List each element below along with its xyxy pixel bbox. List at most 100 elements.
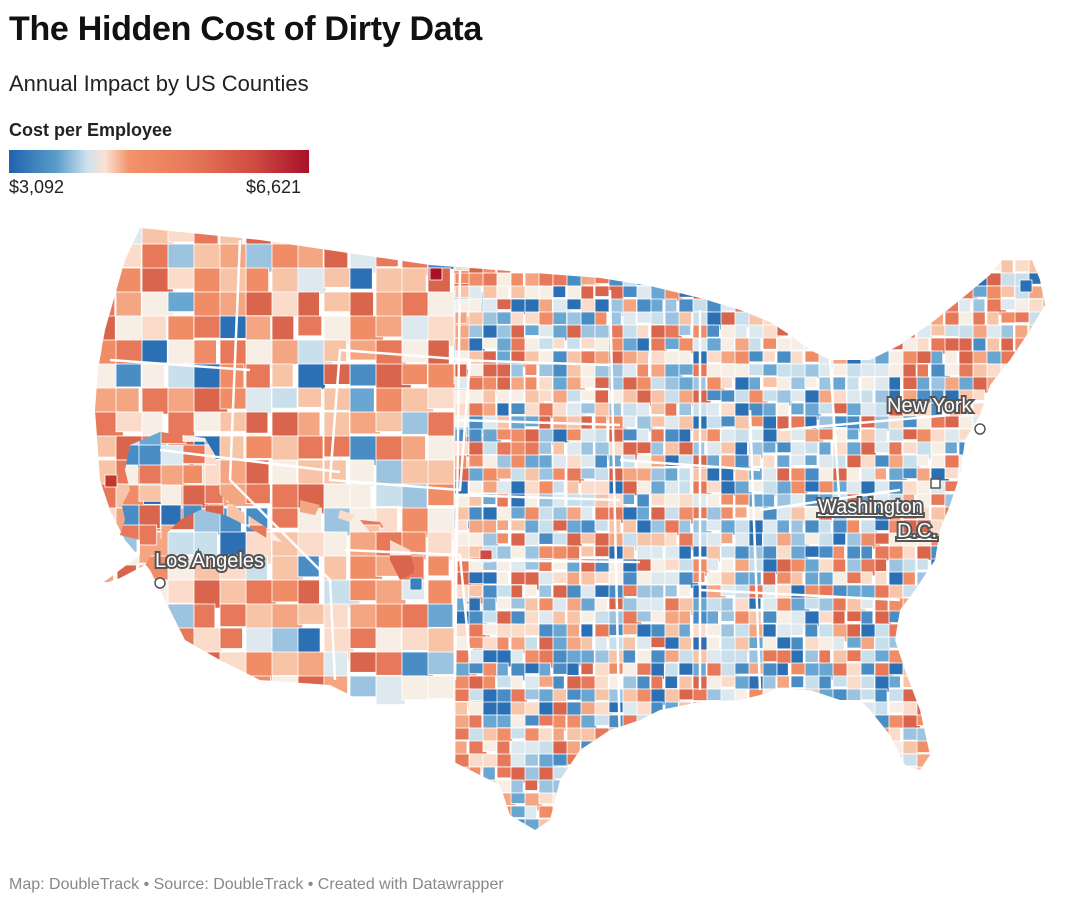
- county[interactable]: [706, 558, 719, 571]
- county[interactable]: [748, 818, 763, 830]
- county[interactable]: [720, 701, 738, 716]
- county[interactable]: [297, 675, 328, 705]
- county[interactable]: [496, 727, 513, 742]
- county[interactable]: [271, 387, 298, 409]
- county[interactable]: [748, 285, 765, 298]
- county[interactable]: [749, 832, 763, 849]
- county[interactable]: [271, 220, 300, 246]
- county[interactable]: [271, 315, 295, 341]
- county[interactable]: [804, 805, 820, 824]
- county[interactable]: [959, 832, 979, 845]
- county[interactable]: [776, 792, 797, 808]
- county[interactable]: [454, 311, 468, 324]
- county[interactable]: [454, 519, 469, 531]
- county[interactable]: [566, 662, 580, 676]
- county[interactable]: [734, 285, 749, 302]
- county[interactable]: [972, 766, 987, 786]
- county[interactable]: [636, 675, 651, 691]
- county[interactable]: [846, 272, 861, 289]
- county[interactable]: [297, 435, 324, 460]
- county[interactable]: [297, 459, 324, 488]
- county[interactable]: [401, 363, 428, 385]
- county[interactable]: [664, 805, 680, 823]
- us-county-map[interactable]: New York Washington D.C. Los Angeles: [0, 210, 1080, 850]
- county[interactable]: [580, 766, 597, 780]
- county[interactable]: [860, 636, 875, 650]
- county[interactable]: [762, 285, 776, 303]
- county[interactable]: [468, 493, 483, 507]
- county[interactable]: [566, 389, 582, 403]
- county[interactable]: [860, 662, 875, 676]
- county[interactable]: [679, 832, 696, 844]
- county[interactable]: [832, 311, 848, 324]
- county[interactable]: [874, 376, 891, 392]
- county[interactable]: [888, 428, 904, 442]
- county[interactable]: [608, 753, 624, 769]
- county[interactable]: [650, 727, 666, 744]
- county[interactable]: [1000, 779, 1021, 797]
- county[interactable]: [720, 766, 737, 784]
- county[interactable]: [479, 549, 493, 563]
- county[interactable]: [790, 337, 806, 351]
- county[interactable]: [1028, 493, 1047, 510]
- county[interactable]: [678, 701, 692, 721]
- county[interactable]: [116, 584, 143, 613]
- county[interactable]: [748, 779, 767, 797]
- county[interactable]: [90, 651, 116, 683]
- county[interactable]: [944, 363, 962, 376]
- county[interactable]: [323, 507, 353, 537]
- county[interactable]: [902, 688, 918, 703]
- county[interactable]: [777, 832, 795, 850]
- county[interactable]: [1000, 701, 1019, 720]
- county[interactable]: [538, 818, 559, 831]
- county[interactable]: [1014, 467, 1028, 481]
- county[interactable]: [95, 544, 116, 573]
- county[interactable]: [496, 558, 511, 572]
- county[interactable]: [916, 766, 932, 786]
- county[interactable]: [888, 324, 905, 341]
- county[interactable]: [762, 467, 777, 483]
- county[interactable]: [594, 259, 609, 271]
- county[interactable]: [791, 832, 803, 847]
- county[interactable]: [454, 792, 467, 805]
- county[interactable]: [469, 832, 480, 844]
- county[interactable]: [818, 649, 831, 665]
- county[interactable]: [748, 454, 762, 467]
- county[interactable]: [1042, 480, 1056, 497]
- county[interactable]: [720, 493, 734, 506]
- county[interactable]: [986, 558, 1004, 578]
- county[interactable]: [580, 363, 596, 378]
- county[interactable]: [972, 818, 986, 831]
- county[interactable]: [902, 259, 916, 276]
- county[interactable]: [776, 675, 790, 689]
- county[interactable]: [958, 662, 978, 680]
- county[interactable]: [832, 792, 850, 807]
- county[interactable]: [805, 832, 818, 843]
- county[interactable]: [944, 623, 960, 639]
- county[interactable]: [930, 493, 946, 506]
- county[interactable]: [720, 753, 739, 766]
- county[interactable]: [678, 740, 698, 754]
- county[interactable]: [1028, 714, 1045, 731]
- county[interactable]: [762, 688, 776, 704]
- county[interactable]: [762, 675, 777, 690]
- county[interactable]: [818, 298, 833, 314]
- county[interactable]: [1028, 428, 1048, 444]
- county[interactable]: [720, 389, 736, 403]
- county[interactable]: [776, 259, 796, 279]
- county[interactable]: [930, 298, 945, 313]
- county[interactable]: [538, 623, 554, 638]
- county[interactable]: [678, 818, 698, 831]
- county[interactable]: [832, 753, 847, 766]
- county[interactable]: [1014, 389, 1031, 403]
- county[interactable]: [874, 324, 891, 344]
- county[interactable]: [1042, 727, 1055, 746]
- county[interactable]: [524, 363, 538, 376]
- county[interactable]: [323, 267, 351, 288]
- county[interactable]: [483, 832, 495, 849]
- county[interactable]: [1028, 584, 1046, 597]
- county[interactable]: [1028, 688, 1045, 706]
- county[interactable]: [804, 337, 825, 350]
- county[interactable]: [930, 623, 947, 641]
- county[interactable]: [271, 579, 300, 603]
